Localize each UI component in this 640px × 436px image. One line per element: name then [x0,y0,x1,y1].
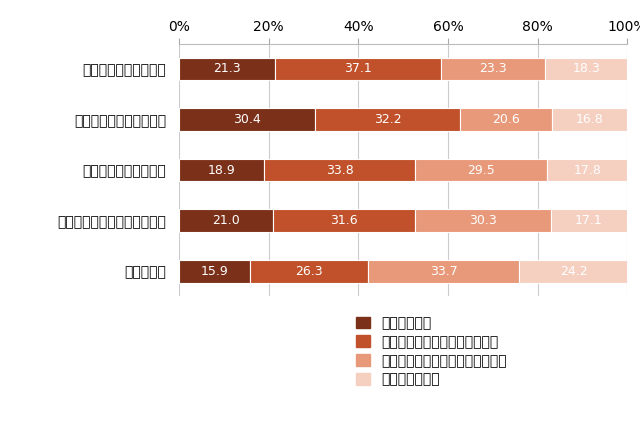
Bar [275,58,441,80]
Text: 17.8: 17.8 [573,164,601,177]
Bar [273,209,415,232]
Text: 18.9: 18.9 [207,164,236,177]
Text: 29.5: 29.5 [467,164,495,177]
Bar [415,159,547,181]
Bar [316,108,460,131]
Bar [179,209,273,232]
Text: 31.6: 31.6 [330,214,358,227]
Text: 30.4: 30.4 [234,113,261,126]
Bar [250,260,368,283]
Text: 30.3: 30.3 [469,214,497,227]
Bar [552,108,627,131]
Legend: 退職を考える, どちらかといえば退職を考える, どちらかといえば退職は考えない, 退職は考えない: 退職を考える, どちらかといえば退職を考える, どちらかといえば退職は考えない,… [356,316,507,387]
Text: 32.2: 32.2 [374,113,401,126]
Text: 18.3: 18.3 [572,62,600,75]
Text: 26.3: 26.3 [296,265,323,278]
Text: 21.0: 21.0 [212,214,240,227]
Bar [550,209,627,232]
Text: 33.7: 33.7 [430,265,458,278]
Text: 20.6: 20.6 [492,113,520,126]
Bar [264,159,415,181]
Bar [368,260,519,283]
Bar [179,260,250,283]
Bar [179,58,275,80]
Bar [545,58,627,80]
Text: 17.1: 17.1 [575,214,603,227]
Text: 16.8: 16.8 [576,113,604,126]
Text: 23.3: 23.3 [479,62,507,75]
Bar [415,209,550,232]
Text: 37.1: 37.1 [344,62,372,75]
Bar [441,58,545,80]
Text: 15.9: 15.9 [201,265,228,278]
Bar [179,108,316,131]
Bar [179,159,264,181]
Text: 24.2: 24.2 [559,265,588,278]
Bar [460,108,552,131]
Text: 33.8: 33.8 [326,164,353,177]
Bar [547,159,627,181]
Text: 21.3: 21.3 [213,62,241,75]
Bar [519,260,628,283]
